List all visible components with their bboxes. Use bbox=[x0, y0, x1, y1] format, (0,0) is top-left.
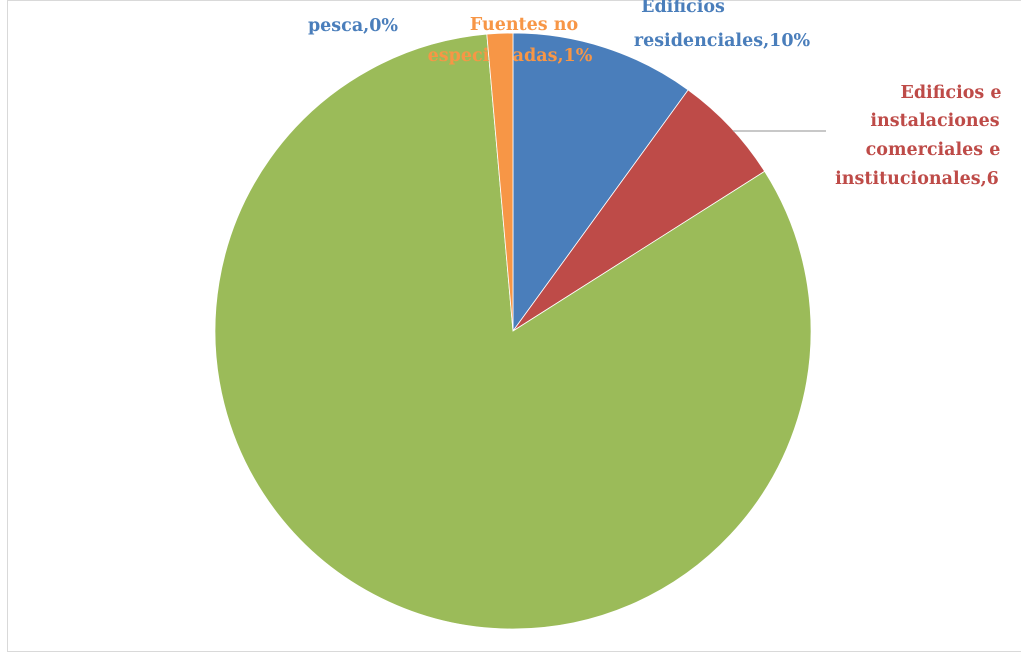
pie-slice-4 bbox=[486, 32, 514, 332]
data-label-4-line-1: especificadas,1% bbox=[428, 46, 593, 66]
data-label-1-line-1: instalaciones bbox=[870, 111, 999, 131]
pie-slice-2 bbox=[214, 33, 812, 630]
data-label-1-line-2: comerciales e bbox=[866, 140, 1001, 160]
data-label-0-line-1: residenciales,10% bbox=[634, 31, 811, 51]
pie-slice-0 bbox=[512, 32, 689, 333]
data-label-3-line-0: pesca,0% bbox=[308, 16, 398, 36]
data-label-1-line-3: institucionales,6 bbox=[835, 169, 999, 189]
data-label-0-line-0: Edificios bbox=[641, 0, 725, 17]
data-label-4-line-0: Fuentes no bbox=[470, 15, 578, 35]
data-label-1-line-0: Edificios e bbox=[900, 83, 1001, 103]
